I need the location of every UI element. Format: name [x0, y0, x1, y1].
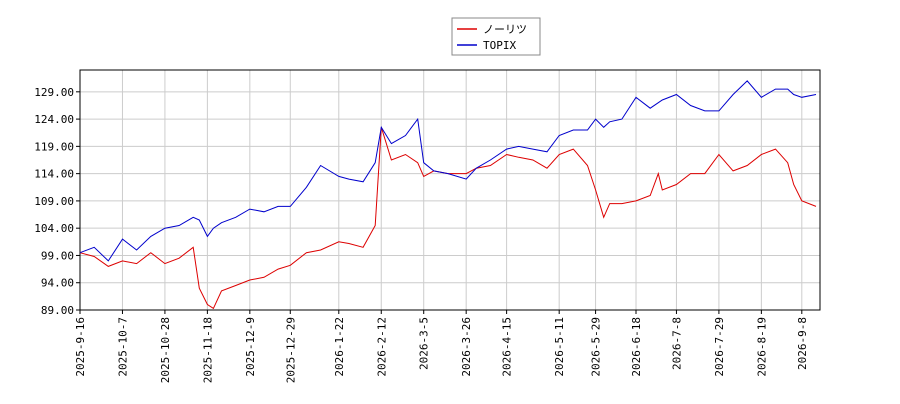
x-tick-label: 2026-5-11 [553, 317, 566, 377]
y-tick-label: 124.00 [34, 113, 74, 126]
y-tick-label: 119.00 [34, 140, 74, 153]
y-tick-label: 94.00 [41, 277, 74, 290]
y-tick-label: 99.00 [41, 249, 74, 262]
x-tick-label: 2026-9-8 [796, 317, 809, 370]
x-tick-label: 2026-3-5 [418, 317, 431, 370]
legend-label: ノーリツ [483, 23, 527, 36]
x-tick-label: 2025-12-29 [284, 317, 297, 383]
plot-frame [79, 69, 821, 311]
y-tick-label: 114.00 [34, 168, 74, 181]
x-tick-label: 2026-6-18 [630, 317, 643, 377]
series-line [79, 80, 817, 262]
y-tick-label: 129.00 [34, 86, 74, 99]
x-tick-label: 2026-2-12 [375, 317, 388, 377]
x-tick-label: 2026-8-19 [755, 317, 768, 377]
x-tick-label: 2026-7-8 [670, 317, 683, 370]
legend-label: TOPIX [483, 39, 516, 52]
x-tick-label: 2026-3-26 [460, 317, 473, 377]
x-tick-label: 2026-7-29 [713, 317, 726, 377]
x-tick-label: 2025-10-28 [159, 317, 172, 383]
x-tick-label: 2026-1-22 [333, 317, 346, 377]
x-tick-label: 2025-12-9 [244, 317, 257, 377]
x-tick-label: 2026-4-15 [501, 317, 514, 377]
x-tick-label: 2025-9-16 [74, 317, 87, 377]
legend-box [451, 17, 541, 56]
x-tick-label: 2025-10-7 [116, 317, 129, 377]
y-tick-label: 104.00 [34, 222, 74, 235]
y-tick-label: 89.00 [41, 304, 74, 317]
y-tick-label: 109.00 [34, 195, 74, 208]
x-tick-label: 2026-5-29 [590, 317, 603, 377]
x-tick-label: 2025-11-18 [201, 317, 214, 383]
